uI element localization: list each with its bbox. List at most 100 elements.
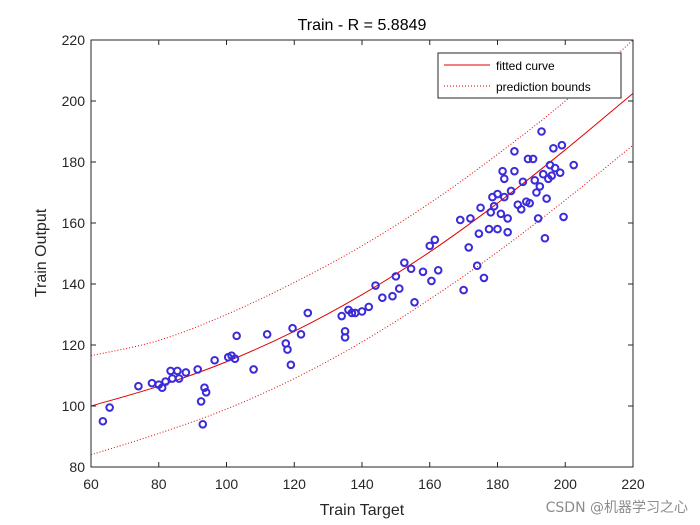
legend: fitted curve prediction bounds [437, 52, 622, 99]
data-point [232, 331, 241, 341]
data-point [105, 403, 114, 412]
x-tick-label: 80 [151, 476, 167, 492]
data-point [498, 166, 507, 176]
data-point [394, 284, 404, 293]
data-point [262, 330, 272, 339]
data-point [286, 360, 296, 370]
watermark: CSDN @机器学习之心 [545, 500, 688, 516]
chart-title: Train - R = 5.8849 [298, 17, 427, 34]
data-point [479, 273, 489, 283]
x-axis-ticks: 60 80 100 120 140 160 180 200 220 [83, 40, 645, 492]
data-point [464, 243, 474, 252]
data-point [486, 208, 496, 217]
data-point [499, 192, 509, 202]
x-tick-label: 160 [418, 476, 442, 492]
x-tick-label: 120 [283, 476, 307, 492]
y-tick-label: 220 [62, 32, 86, 48]
data-point [357, 307, 367, 316]
y-tick-label: 80 [69, 459, 85, 475]
y-tick-label: 200 [62, 93, 86, 109]
data-point [528, 154, 538, 164]
y-tick-label: 180 [62, 154, 86, 170]
data-point [503, 227, 512, 237]
data-point [296, 330, 306, 339]
data-point [549, 143, 558, 153]
data-point [200, 383, 209, 393]
data-point [523, 154, 533, 164]
y-tick-label: 140 [62, 276, 86, 292]
data-point [410, 298, 419, 307]
data-point [98, 416, 108, 426]
data-point [201, 387, 211, 397]
data-point [484, 224, 494, 234]
data-point [406, 264, 416, 274]
data-point [496, 209, 506, 219]
data-point [557, 140, 567, 150]
data-point [569, 160, 579, 170]
data-point [433, 265, 443, 275]
data-point [506, 186, 516, 196]
x-tick-label: 100 [215, 476, 239, 492]
data-point [288, 323, 297, 333]
data-point [510, 166, 519, 176]
data-point [364, 302, 374, 312]
data-point [547, 171, 557, 181]
data-point [533, 214, 543, 223]
data-point [525, 198, 534, 208]
data-point [174, 374, 184, 383]
data-point [455, 215, 465, 225]
data-points [98, 127, 579, 429]
plot-area [91, 40, 633, 467]
data-point [493, 224, 502, 234]
data-point [516, 204, 526, 214]
x-tick-label: 60 [83, 476, 99, 492]
data-point [173, 366, 182, 376]
data-point [337, 311, 346, 321]
x-tick-label: 180 [486, 476, 510, 492]
data-point [489, 201, 499, 211]
data-point [181, 368, 191, 377]
data-point [476, 203, 485, 213]
data-point [459, 285, 468, 295]
data-point [559, 212, 568, 222]
data-point [391, 272, 401, 281]
y-tick-label: 120 [62, 337, 86, 353]
y-axis-label: Train Output [33, 208, 50, 297]
data-point [230, 354, 240, 364]
data-point [400, 258, 409, 267]
data-point [193, 365, 203, 374]
data-point [466, 214, 475, 223]
legend-fitted-curve-label: fitted curve [496, 59, 555, 73]
data-point [283, 345, 292, 354]
y-axis-ticks: 80 100 120 140 160 180 200 220 [62, 32, 633, 475]
data-point [542, 194, 551, 203]
data-point [493, 189, 502, 199]
x-tick-label: 200 [554, 476, 578, 492]
data-point [303, 308, 313, 318]
x-tick-label: 140 [350, 476, 374, 492]
data-point [532, 188, 541, 197]
data-point [425, 241, 435, 251]
x-axis-label: Train Target [320, 502, 405, 519]
data-point [378, 293, 387, 303]
data-point [474, 229, 484, 238]
data-point [472, 261, 482, 271]
data-point [198, 420, 208, 429]
data-point [499, 174, 509, 184]
data-point [427, 276, 436, 286]
data-point [161, 377, 170, 386]
data-point [503, 214, 512, 223]
data-point [371, 281, 380, 290]
data-point [249, 365, 258, 374]
data-point [530, 176, 540, 185]
legend-box [437, 52, 622, 99]
data-point [535, 182, 545, 191]
y-tick-label: 160 [62, 215, 86, 231]
data-point [538, 169, 548, 179]
data-point [550, 163, 560, 173]
data-point [210, 355, 219, 365]
y-tick-label: 100 [62, 398, 86, 414]
data-point [555, 168, 565, 177]
data-point [418, 267, 428, 277]
